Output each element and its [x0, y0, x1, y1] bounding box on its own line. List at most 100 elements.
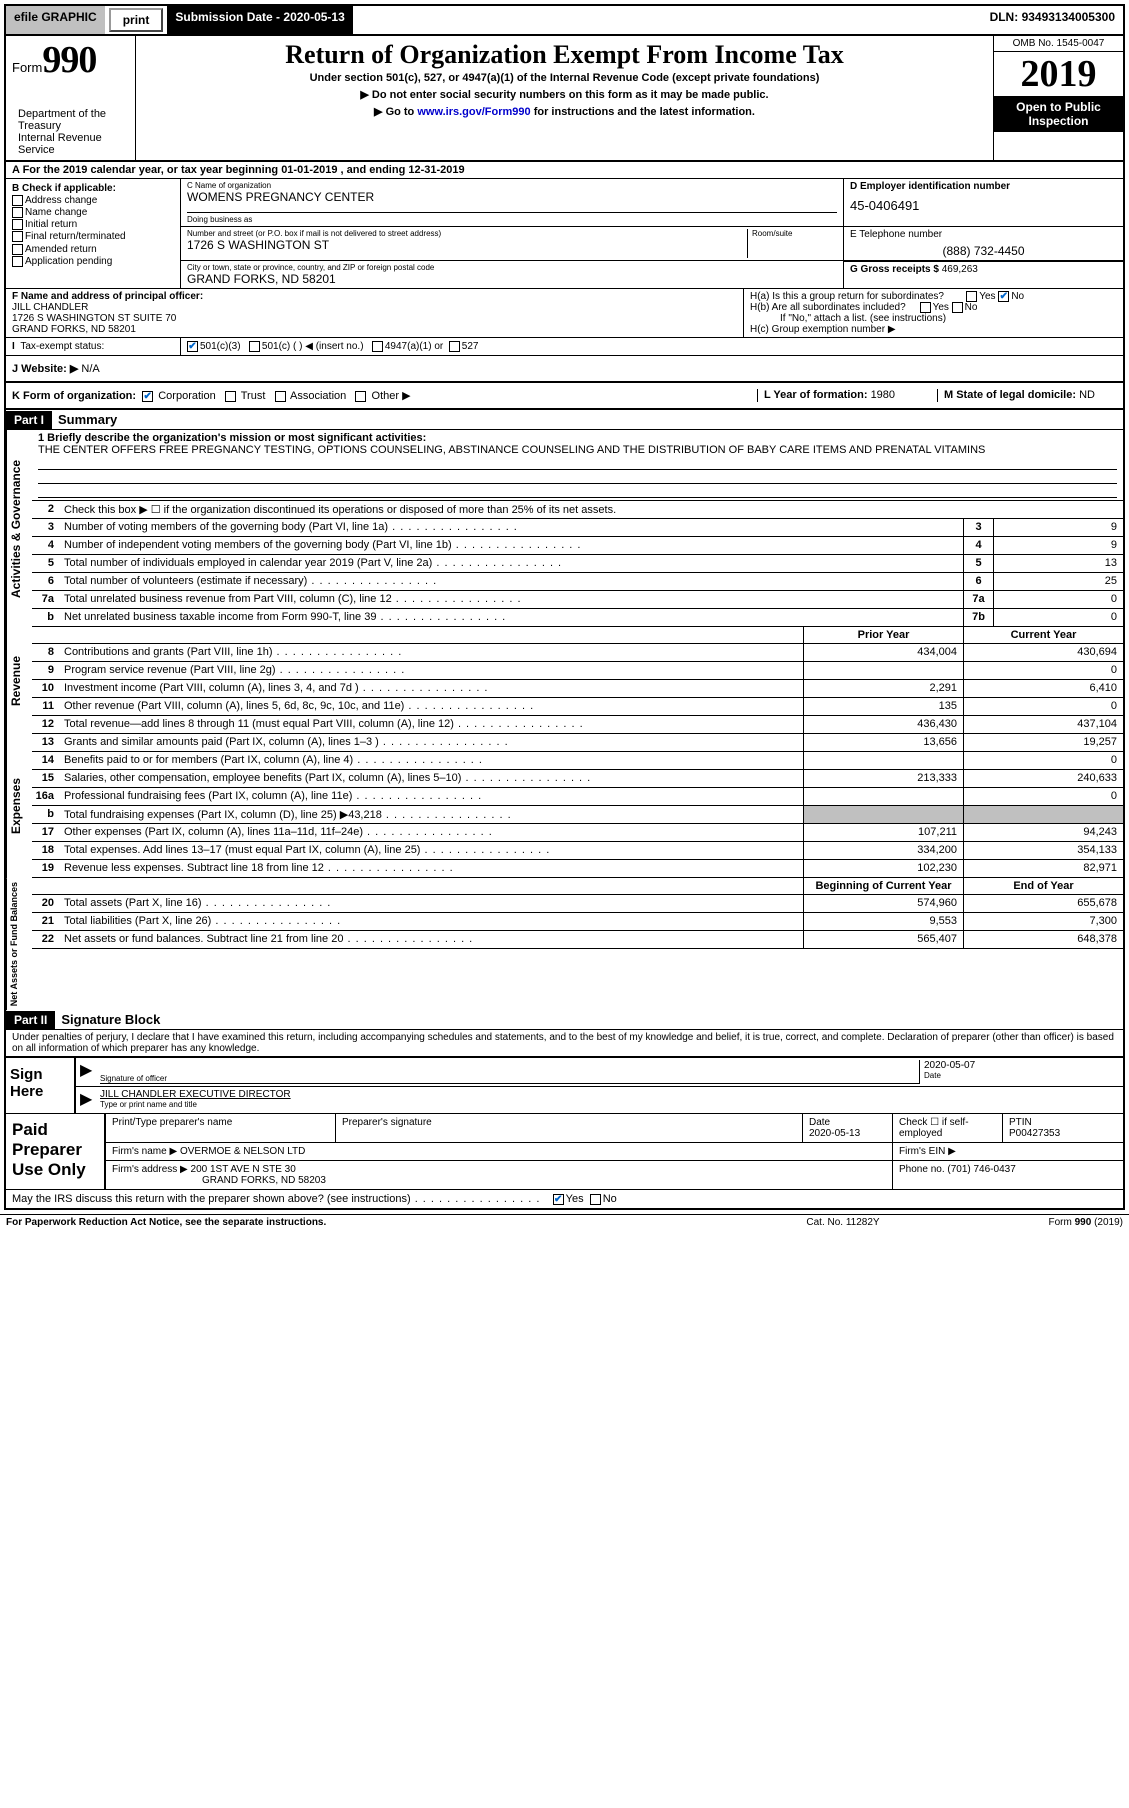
sections-bcdefg: B Check if applicable: Address change Na…: [6, 179, 1123, 289]
subtitle: Under section 501(c), 527, or 4947(a)(1)…: [140, 72, 989, 84]
chk-501c3[interactable]: [187, 341, 198, 352]
chk-name-change: Name change: [12, 207, 174, 218]
data-line: 15Salaries, other compensation, employee…: [32, 770, 1123, 788]
officer-signature[interactable]: Signature of officer: [100, 1060, 919, 1084]
street: 1726 S WASHINGTON ST: [187, 238, 747, 252]
col-headers-rev: Prior Year Current Year: [32, 627, 1123, 644]
chk-app-pending: Application pending: [12, 256, 174, 267]
section-l: L Year of formation: 1980: [757, 389, 937, 402]
data-line: 11Other revenue (Part VIII, column (A), …: [32, 698, 1123, 716]
chk-amended: Amended return: [12, 244, 174, 255]
col-headers-nab: Beginning of Current Year End of Year: [32, 878, 1123, 895]
gov-line: 4Number of independent voting members of…: [32, 537, 1123, 555]
officer-name-title: JILL CHANDLER EXECUTIVE DIRECTOR: [100, 1089, 1119, 1100]
data-line: 18Total expenses. Add lines 13–17 (must …: [32, 842, 1123, 860]
form-page: efile GRAPHIC print Submission Date - 20…: [4, 4, 1125, 1210]
org-name: WOMENS PREGNANCY CENTER: [187, 190, 837, 204]
section-k: K Form of organization: Corporation Trus…: [12, 389, 757, 402]
arrow-icon: ▶: [80, 1060, 100, 1084]
note-link: ▶ Go to www.irs.gov/Form990 for instruct…: [140, 105, 989, 118]
data-line: 13Grants and similar amounts paid (Part …: [32, 734, 1123, 752]
top-bar: efile GRAPHIC print Submission Date - 20…: [6, 6, 1123, 36]
chk-initial-return: Initial return: [12, 219, 174, 230]
gov-line: bNet unrelated business taxable income f…: [32, 609, 1123, 627]
data-line: 16aProfessional fundraising fees (Part I…: [32, 788, 1123, 806]
ein-cell: D Employer identification number 45-0406…: [843, 179, 1123, 226]
form-number-box: Form990 Department of the Treasury Inter…: [6, 36, 136, 160]
officer-name: JILL CHANDLER: [12, 302, 737, 313]
data-line: 17Other expenses (Part IX, column (A), l…: [32, 824, 1123, 842]
form-title: Return of Organization Exempt From Incom…: [140, 40, 989, 70]
year-box: OMB No. 1545-0047 2019 Open to Public In…: [993, 36, 1123, 160]
section-j: J Website: ▶ N/A: [6, 356, 1123, 383]
penalties-text: Under penalties of perjury, I declare th…: [6, 1030, 1123, 1058]
mission: 1 Briefly describe the organization's mi…: [32, 430, 1123, 501]
gross-receipts: G Gross receipts $ 469,263: [843, 261, 1123, 288]
vtab-expenses: Expenses: [6, 734, 32, 878]
chk-discuss-yes[interactable]: [553, 1194, 564, 1205]
part-2-header: Part IISignature Block: [6, 1010, 1123, 1030]
paid-preparer: Paid Preparer Use Only Print/Type prepar…: [6, 1114, 1123, 1190]
vtab-revenue: Revenue: [6, 627, 32, 734]
firm-name: OVERMOE & NELSON LTD: [180, 1146, 305, 1157]
sections-fh: F Name and address of principal officer:…: [6, 289, 1123, 338]
net-assets-section: Net Assets or Fund Balances Beginning of…: [6, 878, 1123, 1010]
mission-text: THE CENTER OFFERS FREE PREGNANCY TESTING…: [38, 444, 985, 456]
city: GRAND FORKS, ND 58201: [187, 272, 837, 286]
note-ssn: ▶ Do not enter social security numbers o…: [140, 88, 989, 101]
omb-number: OMB No. 1545-0047: [994, 36, 1123, 52]
chk-address-change: Address change: [12, 195, 174, 206]
expenses-section: Expenses 13Grants and similar amounts pa…: [6, 734, 1123, 878]
phone-cell: E Telephone number (888) 732-4450: [843, 227, 1123, 260]
ptin: P00427353: [1009, 1128, 1060, 1139]
section-a: A For the 2019 calendar year, or tax yea…: [6, 162, 1123, 179]
data-line: 9Program service revenue (Part VIII, lin…: [32, 662, 1123, 680]
footer: For Paperwork Reduction Act Notice, see …: [0, 1214, 1129, 1230]
revenue-section: Revenue Prior Year Current Year 8Contrib…: [6, 627, 1123, 734]
dln: DLN: 93493134005300: [982, 6, 1123, 34]
chk-ha-no[interactable]: [998, 291, 1009, 302]
vtab-act-gov: Activities & Governance: [6, 430, 32, 627]
data-line: 14Benefits paid to or for members (Part …: [32, 752, 1123, 770]
chk-final-return: Final return/terminated: [12, 231, 174, 242]
part-1-header: Part ISummary: [6, 410, 1123, 430]
sign-here-label: Sign Here: [6, 1058, 76, 1113]
gov-line: 6Total number of volunteers (estimate if…: [32, 573, 1123, 591]
data-line: 20Total assets (Part X, line 16)574,9606…: [32, 895, 1123, 913]
section-i: I Tax-exempt status: 501(c)(3) 501(c) ( …: [6, 338, 1123, 356]
data-line: bTotal fundraising expenses (Part IX, co…: [32, 806, 1123, 824]
ein: 45-0406491: [850, 198, 1117, 213]
data-line: 22Net assets or fund balances. Subtract …: [32, 931, 1123, 949]
gov-line: 3Number of voting members of the governi…: [32, 519, 1123, 537]
section-m: M State of legal domicile: ND: [937, 389, 1117, 402]
gov-line: 7aTotal unrelated business revenue from …: [32, 591, 1123, 609]
section-h: H(a) Is this a group return for subordin…: [743, 289, 1123, 337]
data-line: 21Total liabilities (Part X, line 26)9,5…: [32, 913, 1123, 931]
sig-date: 2020-05-07 Date: [919, 1060, 1119, 1084]
signature-block: Under penalties of perjury, I declare th…: [6, 1030, 1123, 1208]
title-cell: Return of Organization Exempt From Incom…: [136, 36, 993, 160]
paid-preparer-label: Paid Preparer Use Only: [6, 1114, 106, 1189]
org-name-cell: C Name of organization WOMENS PREGNANCY …: [181, 179, 843, 226]
discuss-row: May the IRS discuss this return with the…: [6, 1190, 1123, 1208]
gov-line: 2Check this box ▶ ☐ if the organization …: [32, 501, 1123, 519]
vtab-net-assets: Net Assets or Fund Balances: [6, 878, 32, 1010]
print-button[interactable]: print: [109, 8, 164, 32]
tax-year: 2019: [994, 52, 1123, 96]
arrow-icon: ▶: [80, 1089, 100, 1111]
firm-phone: (701) 746-0437: [947, 1164, 1015, 1175]
chk-corporation[interactable]: [142, 391, 153, 402]
irs-link[interactable]: www.irs.gov/Form990: [417, 106, 530, 118]
open-public: Open to Public Inspection: [994, 96, 1123, 132]
section-f: F Name and address of principal officer:…: [6, 289, 743, 337]
submission-date: Submission Date - 2020-05-13: [167, 6, 352, 34]
header: Form990 Department of the Treasury Inter…: [6, 36, 1123, 162]
efile-label: efile GRAPHIC: [6, 6, 105, 34]
sections-klm: K Form of organization: Corporation Trus…: [6, 383, 1123, 410]
col-cd: C Name of organization WOMENS PREGNANCY …: [181, 179, 1123, 288]
dept-treasury: Department of the Treasury Internal Reve…: [12, 106, 142, 158]
data-line: 8Contributions and grants (Part VIII, li…: [32, 644, 1123, 662]
col-b: B Check if applicable: Address change Na…: [6, 179, 181, 288]
data-line: 19Revenue less expenses. Subtract line 1…: [32, 860, 1123, 878]
data-line: 10Investment income (Part VIII, column (…: [32, 680, 1123, 698]
